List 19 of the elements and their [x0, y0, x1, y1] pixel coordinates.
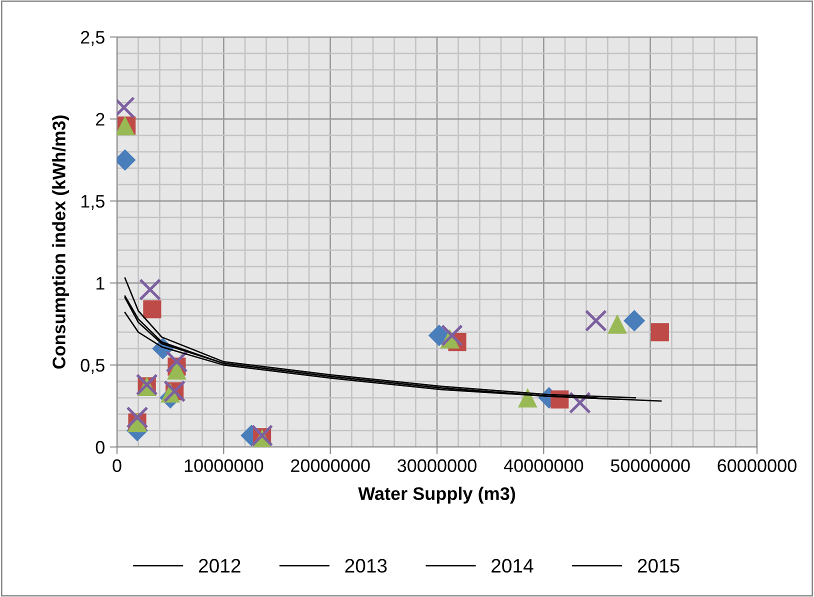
x-tick-label: 20000000 [291, 459, 370, 472]
legend-label: 2014 [492, 558, 534, 573]
legend-label: 2012 [198, 558, 240, 573]
x-tick-label: 60000000 [718, 459, 796, 472]
x-tick-label: 50000000 [610, 459, 690, 472]
x-tick-label: 40000000 [504, 459, 584, 472]
y-axis-title: Consumption index (kWh/m3) [52, 116, 69, 369]
y-tick-label: 1,5 [81, 195, 104, 210]
y-tick-label: 1 [96, 277, 104, 290]
x-tick-label: 0 [112, 459, 122, 472]
x-tick-label: 30000000 [398, 459, 476, 472]
y-tick-label: 2 [96, 112, 104, 126]
x-axis-title: Water Supply (m3) [358, 486, 516, 504]
y-tick-label: 0,5 [80, 358, 104, 374]
y-tick-label: 0 [96, 440, 104, 454]
legend-label: 2013 [345, 558, 387, 573]
y-tick-label: 2,5 [81, 30, 104, 46]
x-tick-label: 10000000 [184, 459, 264, 472]
legend-label: 2015 [638, 558, 680, 573]
